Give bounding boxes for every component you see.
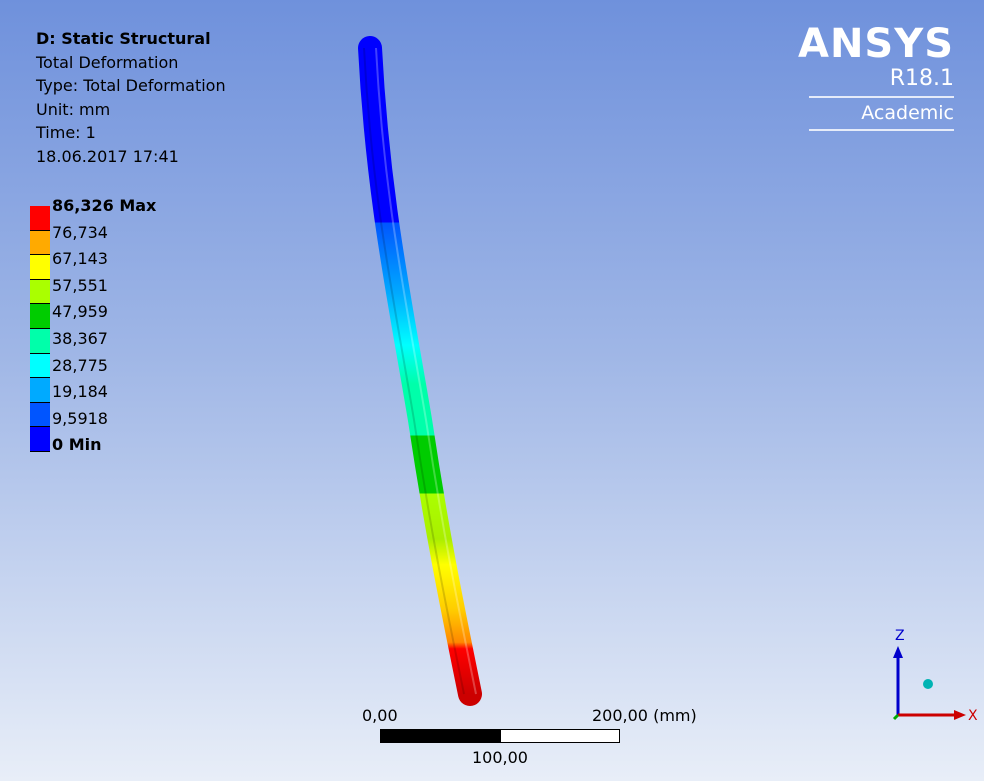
logo-divider-bottom bbox=[809, 129, 954, 131]
logo-brand: ANSYS bbox=[797, 21, 954, 67]
scale-bar: 0,00 200,00 (mm) 100,00 bbox=[362, 706, 697, 776]
legend-swatch bbox=[30, 328, 50, 354]
legend-swatch bbox=[30, 304, 50, 329]
analysis-title: D: Static Structural bbox=[36, 29, 211, 48]
result-name: Total Deformation bbox=[36, 52, 179, 72]
result-time: Time: 1 bbox=[36, 123, 96, 142]
legend-label: 0 Min bbox=[52, 435, 102, 455]
logo-edition: Academic bbox=[861, 102, 954, 124]
legend-swatch bbox=[30, 378, 50, 403]
legend-label: 76,734 bbox=[52, 222, 108, 242]
ansys-logo: ANSYS R18.1 Academic bbox=[798, 22, 954, 134]
isometric-ball-icon[interactable] bbox=[923, 679, 933, 689]
legend-label: 67,143 bbox=[52, 249, 108, 269]
result-info: D: Static Structural Total Deformation T… bbox=[36, 27, 226, 168]
legend-swatch bbox=[30, 427, 50, 452]
x-axis-label: X bbox=[968, 708, 978, 724]
result-type: Type: Total Deformation bbox=[36, 76, 226, 95]
legend-swatch bbox=[30, 353, 50, 379]
scale-left-label: 0,00 bbox=[362, 706, 398, 725]
scale-right-label: 200,00 (mm) bbox=[592, 706, 697, 725]
legend-label: 38,367 bbox=[52, 329, 108, 348]
result-unit: Unit: mm bbox=[36, 99, 111, 119]
legend-label: 9,5918 bbox=[52, 408, 108, 428]
logo-divider bbox=[809, 96, 954, 98]
legend-swatch bbox=[30, 206, 50, 231]
legend-label: 47,959 bbox=[52, 302, 108, 322]
scale-middle-label: 100,00 bbox=[472, 748, 528, 767]
legend-label: 86,326 Max bbox=[52, 196, 157, 215]
logo-version: R18.1 bbox=[889, 66, 954, 91]
legend-label: 19,184 bbox=[52, 382, 108, 402]
legend-swatch bbox=[30, 230, 50, 256]
legend-swatch bbox=[30, 279, 50, 305]
legend-swatch bbox=[30, 255, 50, 280]
beam-body bbox=[358, 36, 482, 706]
z-axis-label: Z bbox=[895, 628, 905, 644]
axis-triad[interactable]: Z X bbox=[880, 620, 980, 730]
legend-label: 28,775 bbox=[52, 355, 108, 375]
legend-color-bar bbox=[30, 206, 50, 452]
legend-label: 57,551 bbox=[52, 275, 108, 295]
result-date: 18.06.2017 17:41 bbox=[36, 146, 179, 166]
legend-swatch bbox=[30, 402, 50, 428]
scale-ruler bbox=[380, 729, 620, 743]
